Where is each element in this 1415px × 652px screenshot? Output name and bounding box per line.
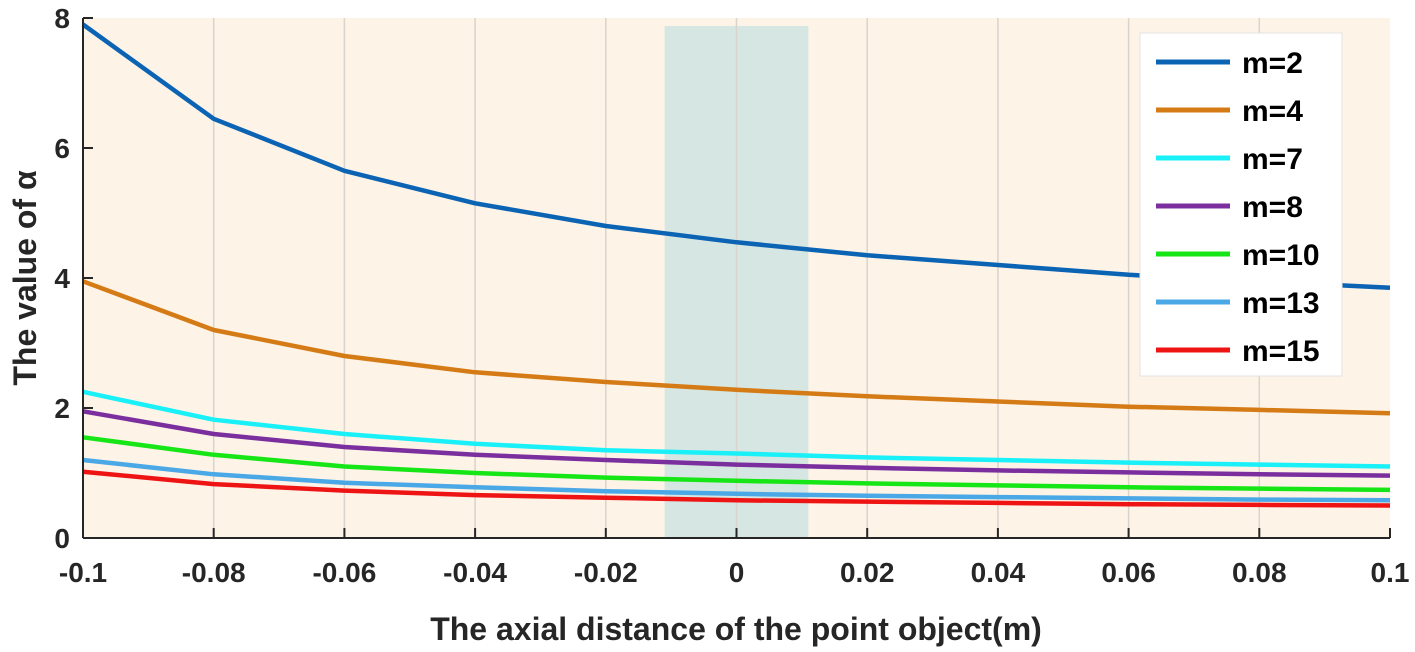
- x-tick-label: 0: [729, 557, 745, 588]
- series-line-m-13: [82, 457, 1391, 503]
- legend-entry-label: m=13: [1242, 287, 1320, 320]
- y-tick-label: 8: [54, 3, 70, 34]
- x-tick-label: -0.1: [59, 557, 107, 588]
- legend-entry-label: m=2: [1242, 47, 1303, 80]
- x-tick-label: 0.04: [971, 557, 1026, 588]
- y-tick-label: 4: [54, 263, 70, 294]
- series-line-m-4: [82, 279, 1391, 416]
- series-line-m-10: [82, 435, 1391, 493]
- x-tick-label: -0.08: [182, 557, 246, 588]
- series-line-m-8: [82, 409, 1391, 478]
- x-axis-label: The axial distance of the point object(m…: [430, 611, 1042, 647]
- legend: m=2 m=4 m=7 m=8 m=10 m=13 m=15: [1139, 32, 1343, 377]
- x-tick-label: 0.08: [1232, 557, 1287, 588]
- legend-entry-label: m=4: [1242, 95, 1303, 128]
- x-tick-label: 0.06: [1101, 557, 1156, 588]
- y-tick-label: 6: [54, 133, 70, 164]
- legend-entry-label: m=8: [1242, 191, 1303, 224]
- legend-entry-label: m=7: [1242, 143, 1303, 176]
- y-axis-ticks: 0 2 4 6 8: [54, 3, 93, 554]
- x-tick-label: 0.1: [1371, 557, 1410, 588]
- y-tick-label: 0: [54, 523, 70, 554]
- series-lines: [81, 22, 1391, 508]
- series-line-m-7: [82, 389, 1391, 469]
- y-tick-label: 2: [54, 393, 70, 424]
- x-tick-label: -0.04: [443, 557, 507, 588]
- legend-entry-label: m=15: [1242, 335, 1320, 368]
- x-tick-label: -0.02: [574, 557, 638, 588]
- x-tick-label: -0.06: [312, 557, 376, 588]
- legend-entry-label: m=10: [1242, 239, 1320, 272]
- x-tick-label: 0.02: [840, 557, 895, 588]
- series-line-m-15: [82, 469, 1391, 508]
- x-axis-ticks: -0.1 -0.08 -0.06 -0.04 -0.02 0 0.02 0.04 0.06 0.0…: [59, 528, 1410, 588]
- y-axis-label: The value of α: [7, 170, 43, 386]
